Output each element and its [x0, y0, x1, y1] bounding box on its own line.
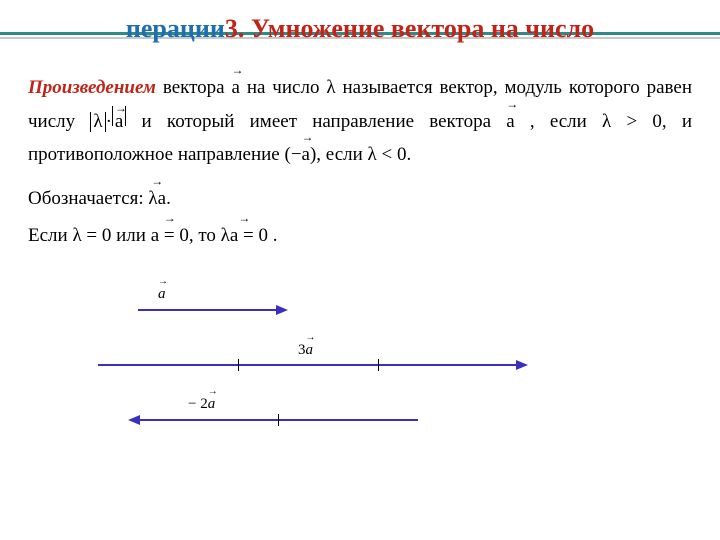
- arrow-shaft: [98, 364, 518, 366]
- vector-label: →a: [158, 282, 166, 303]
- vec-arrow-icon: →: [231, 66, 239, 74]
- abs-lambda: λ: [90, 112, 105, 133]
- unit-tick: [378, 359, 379, 371]
- seg-1: вектора: [156, 77, 232, 98]
- vector-label: 3→a: [298, 338, 313, 359]
- arrow-head-icon: [276, 305, 288, 315]
- unit-tick: [278, 414, 279, 426]
- a-eq-0: →a = 0: [151, 216, 189, 250]
- lambda-a-eq-0: →λa = 0: [221, 216, 268, 250]
- if-seg-1: Если λ = 0 или: [28, 225, 151, 246]
- arrow-head-icon: [516, 360, 528, 370]
- if-seg-2: , то: [189, 225, 221, 246]
- denoted-label: Обозначается:: [28, 188, 148, 209]
- if-seg-3: .: [268, 225, 278, 246]
- title-area: перации3. Умножение вектора на число: [28, 0, 692, 62]
- vec-arrow-icon: →: [151, 214, 189, 222]
- slide-title: перации3. Умножение вектора на число: [126, 14, 594, 43]
- vec-arrow-icon: →: [506, 100, 514, 108]
- word-product: Произведением: [28, 77, 156, 98]
- arrow-shaft: [138, 309, 278, 311]
- neg-a: −→a: [291, 135, 310, 169]
- title-part-2: 3. Умножение вектора на число: [225, 14, 594, 43]
- unit-tick: [238, 359, 239, 371]
- seg-5: ), если λ < 0.: [310, 144, 411, 165]
- abs-a: →a: [112, 106, 126, 127]
- denoted-dot: .: [166, 188, 171, 209]
- slide-page: перации3. Умножение вектора на число Про…: [0, 0, 720, 540]
- arrow-head-icon: [128, 415, 140, 425]
- vector-label: − 2→a: [188, 392, 215, 413]
- definition-paragraph: Произведением вектора →a на число λ назы…: [28, 68, 692, 169]
- lambda-a: →λa: [148, 179, 166, 213]
- modulus-expression: λ·→a: [90, 106, 126, 136]
- seg-3: и который имеет направление вектора: [126, 111, 506, 132]
- denoted-line: Обозначается: →λa.: [28, 179, 692, 213]
- vector-diagram: →a 3→a − 2→a: [98, 280, 538, 460]
- title-part-1: перации: [126, 14, 225, 43]
- vec-arrow-icon: →: [221, 214, 268, 222]
- if-zero-line: Если λ = 0 или →a = 0, то →λa = 0 .: [28, 216, 692, 250]
- vector-a-inline-2: →a: [506, 102, 514, 136]
- vector-a-inline-1: →a: [231, 68, 239, 102]
- vec-arrow-icon: →: [148, 177, 166, 185]
